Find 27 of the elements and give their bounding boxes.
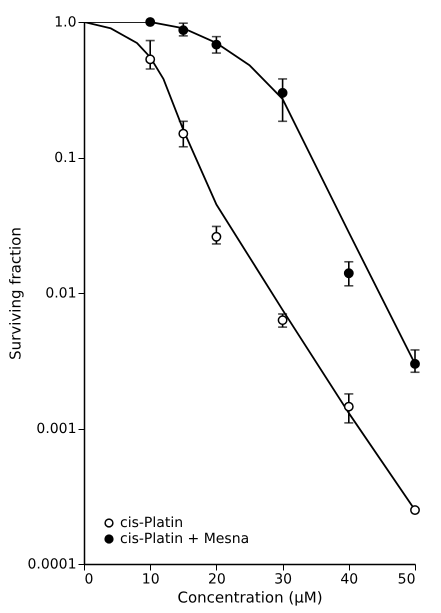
point [145, 54, 156, 64]
point [410, 505, 420, 516]
point [178, 25, 188, 36]
point [178, 128, 188, 139]
point [344, 402, 354, 412]
x-tick-label: 50 [398, 572, 416, 588]
y-tick-label: 1.0 [54, 14, 76, 30]
point [410, 358, 420, 369]
point [211, 232, 222, 242]
y-tick-label: 0.001 [36, 421, 76, 437]
x-tick-label: 10 [142, 572, 160, 588]
x-tick-label: 30 [274, 572, 292, 588]
y-axis-title: Surviving fraction [6, 227, 25, 360]
point [145, 17, 156, 27]
x-tick-label: 40 [340, 572, 358, 588]
point [211, 40, 222, 50]
point [278, 315, 288, 326]
y-tick-label: 0.1 [54, 150, 76, 166]
x-tick-label: 0 [84, 572, 94, 588]
x-axis-title: Concentration (μM) [177, 588, 323, 606]
y-tick-label: 0.01 [45, 286, 76, 302]
legend-label: cis-Platin + Mesna [120, 531, 250, 547]
point [278, 88, 288, 98]
point [344, 268, 354, 278]
y-tick-label: 0.0001 [28, 556, 76, 572]
x-tick-label: 20 [208, 572, 226, 588]
legend-label: cis-Platin [120, 515, 184, 531]
